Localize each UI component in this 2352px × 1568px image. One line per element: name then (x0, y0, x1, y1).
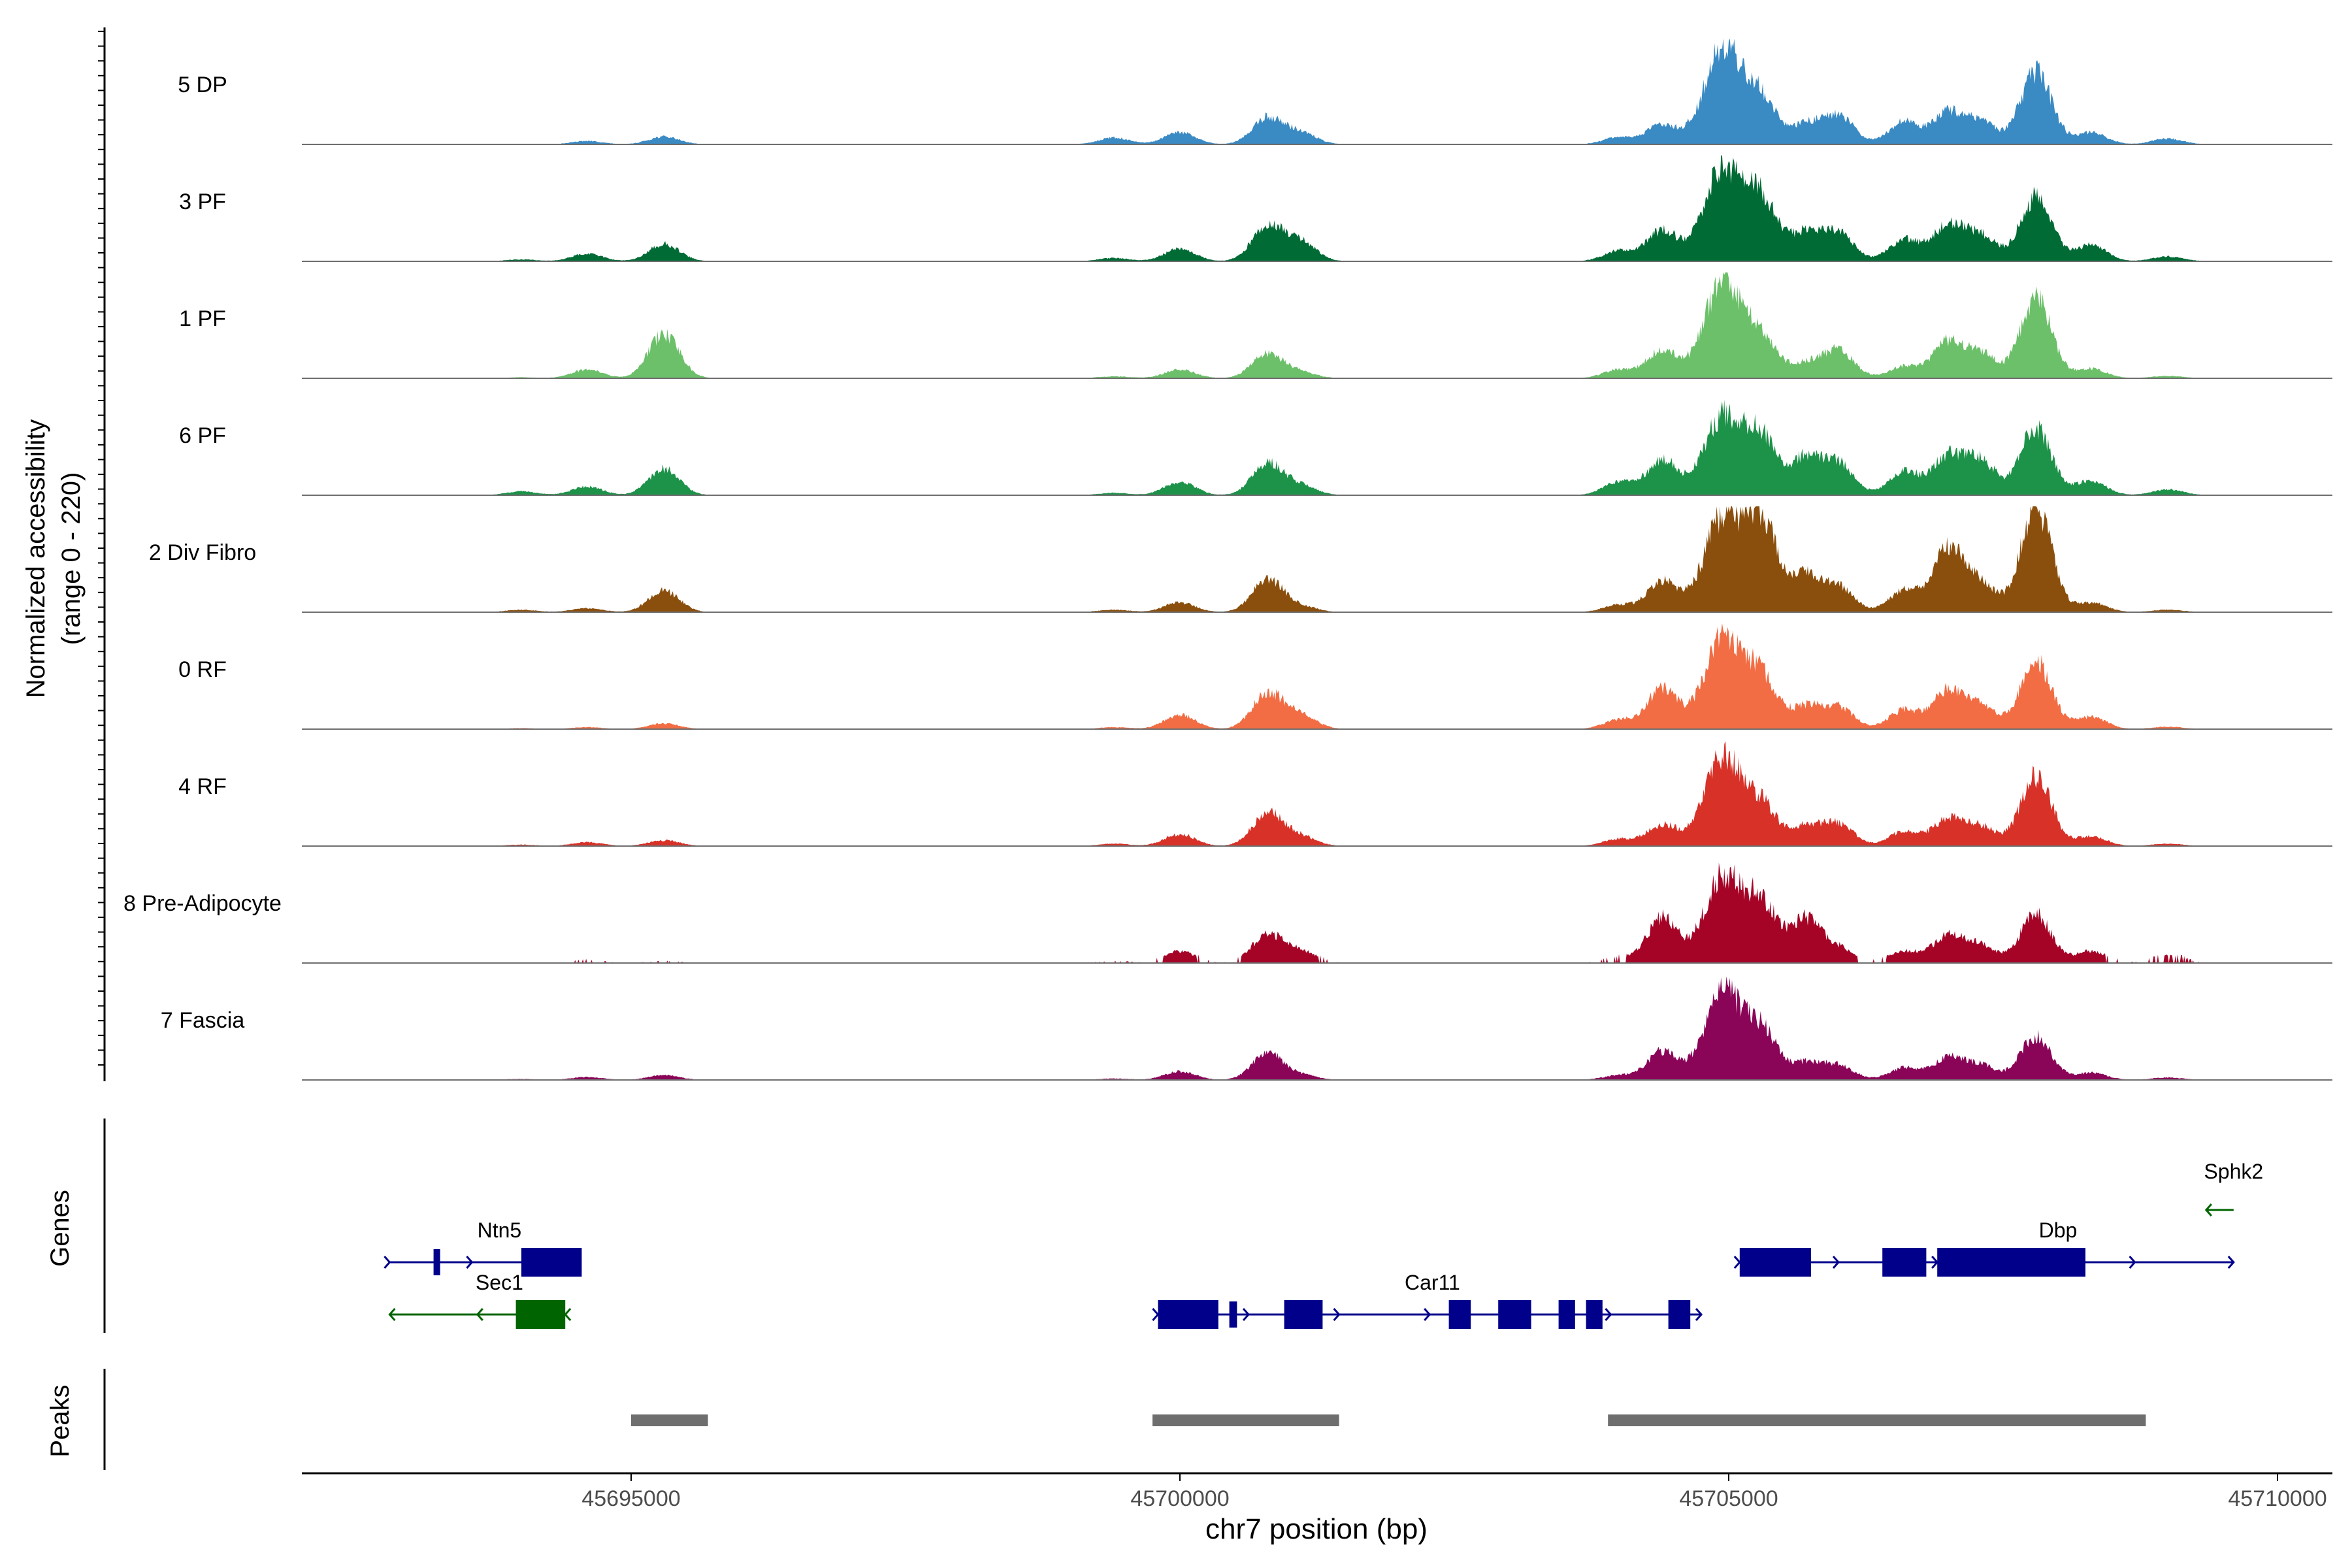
coverage-area (302, 976, 2332, 1080)
gene-label: Car11 (1405, 1271, 1460, 1294)
x-tick-label: 45695000 (581, 1486, 680, 1511)
strand-chevron (2227, 1256, 2235, 1269)
coverage-area (302, 862, 2332, 963)
peaks-panel (103, 1369, 2146, 1470)
track-label: 4 RF (178, 774, 227, 799)
track-label: 8 Pre-Adipocyte (123, 891, 282, 916)
gene-car11: Car11 (1152, 1271, 1703, 1329)
track-label: 6 PF (179, 423, 226, 448)
track-1-pf: 1 PF (179, 272, 2332, 379)
track-label: 3 PF (179, 189, 226, 214)
exon (1937, 1248, 2085, 1277)
peak-bar (1608, 1414, 2146, 1426)
strand-chevron (1832, 1256, 1840, 1269)
x-tick-label: 45710000 (2228, 1486, 2327, 1511)
gene-label: Sec1 (476, 1271, 523, 1294)
exon (1229, 1301, 1237, 1328)
gene-sec1: Sec1 (388, 1271, 572, 1329)
track-label: 5 DP (178, 73, 227, 97)
x-tick-label: 45700000 (1130, 1486, 1229, 1511)
genes-panel-label: Genes (46, 1190, 74, 1267)
exon (1558, 1300, 1575, 1329)
coverage-area (302, 39, 2332, 144)
coverage-area (302, 399, 2332, 495)
strand-chevron (476, 1308, 483, 1321)
x-tick-label: 45705000 (1679, 1486, 1778, 1511)
exon (433, 1249, 440, 1275)
track-2-div-fibro: 2 Div Fibro (149, 506, 2332, 613)
strand-chevron (564, 1308, 572, 1321)
coverage-tracks: 5 DP 3 PF 1 PF 6 PF 2 Div Fibro 0 RF 4 RF 8 Pre… (123, 39, 2332, 1081)
gene-ntn5: Ntn5 (384, 1218, 582, 1277)
strand-chevron (1242, 1308, 1250, 1321)
exon (1668, 1300, 1691, 1329)
track-4-rf: 4 RF (178, 741, 2332, 847)
strand-chevron (1605, 1308, 1612, 1321)
exon (1284, 1300, 1323, 1329)
coverage-area (302, 155, 2332, 261)
gene-dbp: Dbp (1733, 1218, 2235, 1277)
exon (521, 1248, 582, 1277)
coverage-area (302, 272, 2332, 378)
y-axis (98, 27, 106, 1081)
strand-chevron (2129, 1256, 2136, 1269)
track-8-pre-adipocyte: 8 Pre-Adipocyte (123, 862, 2332, 964)
coverage-area (302, 506, 2332, 612)
genes-panel: Ntn5 Sec1 Car11 Dbp Sphk2 (103, 1119, 2263, 1333)
track-label: 2 Div Fibro (149, 540, 256, 565)
track-label: 1 PF (179, 306, 226, 331)
gene-label: Sphk2 (2204, 1160, 2263, 1183)
exon (1498, 1300, 1531, 1329)
exon (515, 1300, 566, 1329)
strand-chevron (1333, 1308, 1341, 1321)
strand-chevron (466, 1256, 474, 1269)
strand-chevron (1695, 1308, 1703, 1321)
exon (1739, 1248, 1811, 1277)
track-label: 0 RF (178, 657, 227, 682)
gene-label: Ntn5 (478, 1218, 522, 1242)
strand-chevron (1424, 1308, 1431, 1321)
track-7-fascia: 7 Fascia (161, 976, 2332, 1081)
exon (1882, 1248, 1927, 1277)
strand-chevron (384, 1256, 391, 1269)
track-label: 7 Fascia (161, 1008, 245, 1033)
y-axis-label-line2: (range 0 - 220) (57, 472, 86, 645)
peak-bar (1152, 1414, 1339, 1426)
strand-chevron (2204, 1203, 2212, 1217)
exon (1158, 1300, 1218, 1329)
track-5-dp: 5 DP (178, 39, 2332, 145)
track-3-pf: 3 PF (179, 155, 2332, 262)
strand-chevron (1152, 1308, 1160, 1321)
strand-chevron (1733, 1256, 1741, 1269)
coverage-area (302, 623, 2332, 729)
exon (1448, 1300, 1471, 1329)
peaks-panel-label: Peaks (46, 1384, 74, 1457)
strand-chevron (388, 1308, 396, 1321)
gene-sphk2: Sphk2 (2204, 1160, 2263, 1217)
exon (1586, 1300, 1603, 1329)
gene-label: Dbp (2039, 1218, 2078, 1242)
peak-bar (631, 1414, 708, 1426)
track-0-rf: 0 RF (178, 623, 2332, 730)
x-axis: 45695000 45700000 45705000 45710000 (302, 1472, 2332, 1511)
x-axis-label: chr7 position (bp) (1205, 1513, 1428, 1545)
track-6-pf: 6 PF (179, 399, 2332, 496)
y-axis-label-line1: Normalized accessibility (22, 419, 50, 698)
coverage-area (302, 741, 2332, 846)
